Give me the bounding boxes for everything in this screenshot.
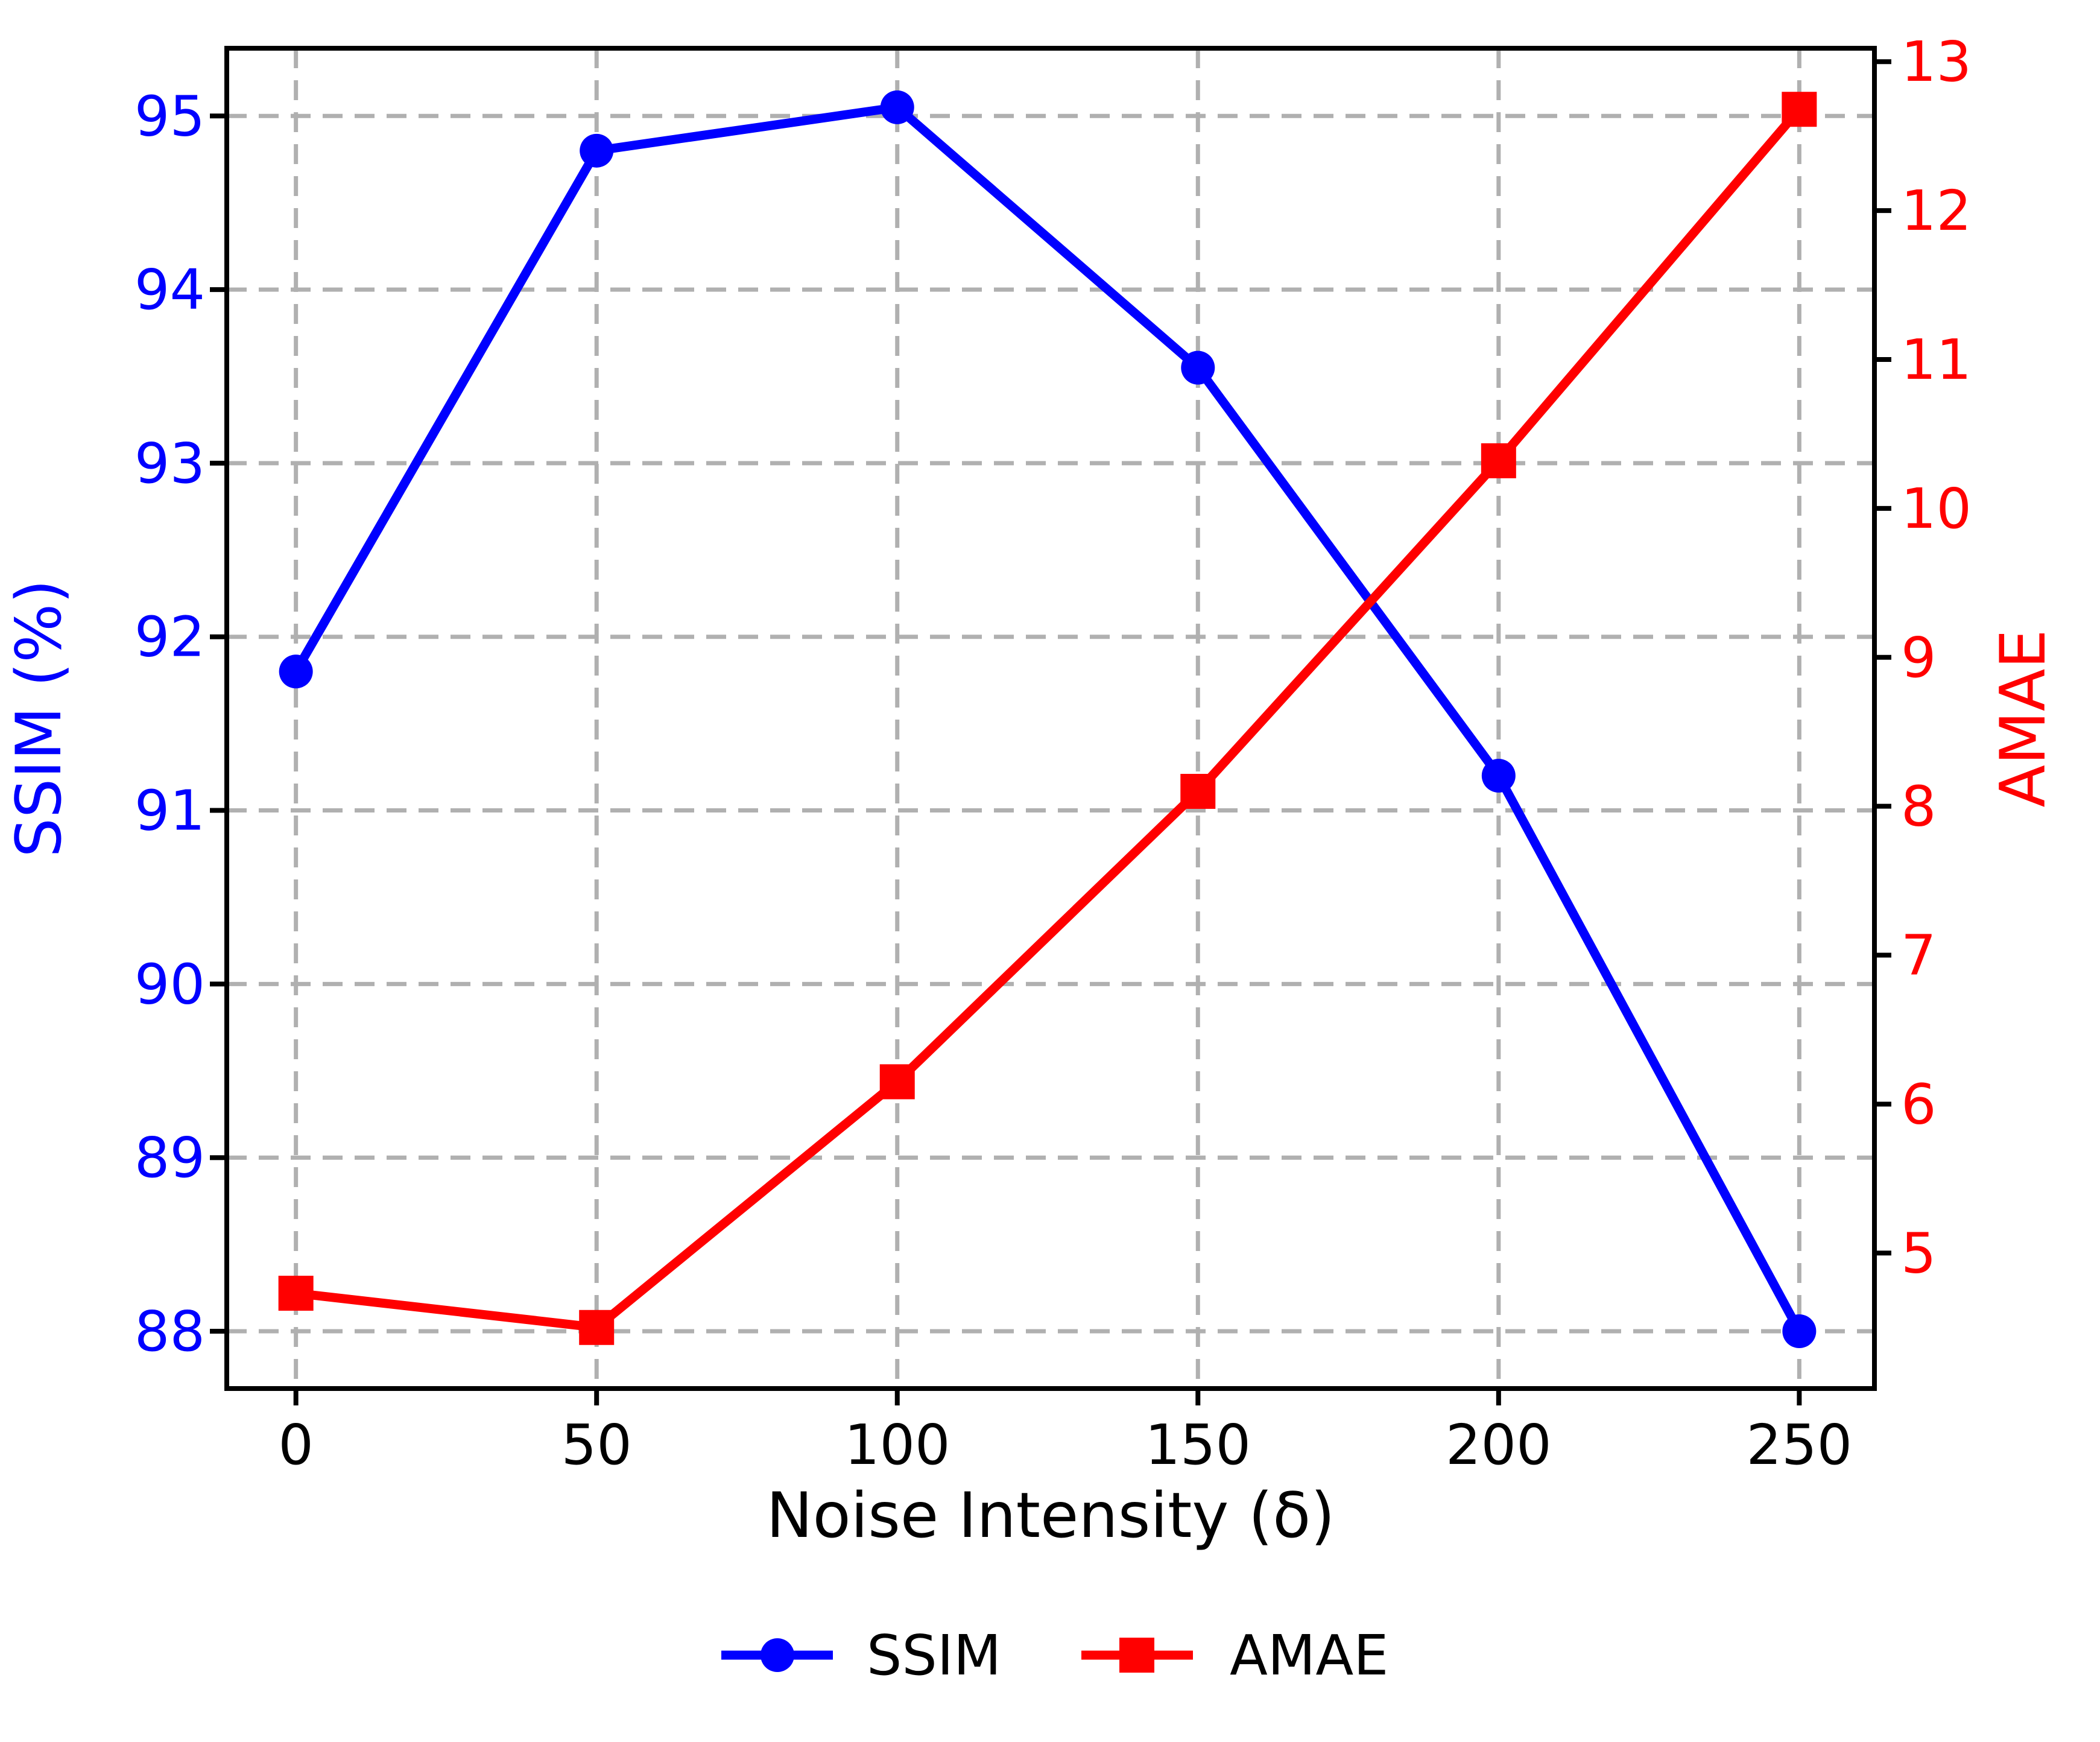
amae-data-point — [1481, 443, 1516, 478]
x-tick-label: 100 — [844, 1413, 950, 1477]
legend-amae-square-marker-icon — [1119, 1638, 1154, 1673]
y-left-tick-label: 89 — [134, 1126, 205, 1190]
x-tick-label: 50 — [561, 1413, 632, 1477]
y-axis-label-right: AMAE — [1987, 630, 2060, 808]
legend-amae-label: AMAE — [1230, 1623, 1388, 1688]
y-right-tick-label: 6 — [1901, 1072, 1937, 1136]
ssim-line — [291, 102, 1804, 1336]
ssim-data-point — [880, 90, 914, 124]
amae-data-point — [579, 1310, 615, 1345]
ssim-data-point — [279, 654, 313, 689]
y-left-tick-label: 88 — [134, 1299, 205, 1364]
y-right-tick-label: 12 — [1901, 179, 1972, 243]
y-right-tick-label: 5 — [1901, 1221, 1937, 1285]
ssim-data-point — [1481, 758, 1516, 793]
y-left-tick-label: 91 — [134, 779, 205, 843]
y-right-tick-label: 11 — [1901, 328, 1972, 392]
data-series-layer — [278, 90, 1817, 1349]
x-axis-label: Noise Intensity (δ) — [767, 1480, 1335, 1552]
x-tick-label: 250 — [1747, 1413, 1853, 1477]
gridlines — [227, 48, 1874, 1389]
y-left-tick-label: 93 — [134, 431, 205, 496]
legend-ssim-circle-marker-icon — [761, 1638, 794, 1672]
ssim-data-point — [1782, 1314, 1817, 1349]
x-tick-label: 150 — [1145, 1413, 1251, 1477]
amae-data-point — [879, 1064, 915, 1100]
y-left-tick-label: 94 — [134, 258, 205, 322]
legend-item-ssim: SSIM — [721, 1623, 1001, 1688]
y-right-tick-label: 8 — [1901, 774, 1937, 839]
y-axis-label-left: SSIM (%) — [3, 580, 75, 858]
y-right-tick-label: 9 — [1901, 626, 1937, 690]
amae-data-point — [1180, 773, 1216, 809]
y-left-tick-label: 95 — [134, 84, 205, 148]
plot-frame — [224, 46, 1877, 1391]
amae-data-point — [278, 1275, 314, 1311]
y-right-tick-label: 13 — [1901, 30, 1972, 94]
ssim-data-point — [1181, 350, 1215, 385]
axes-frame — [224, 46, 1877, 1391]
ssim-data-point — [580, 133, 614, 168]
amae-line — [291, 104, 1804, 1332]
y-right-tick-label: 7 — [1901, 923, 1937, 988]
y-right-tick-label: 10 — [1901, 477, 1972, 541]
x-tick-label: 0 — [278, 1413, 314, 1477]
tick-marks — [210, 59, 1891, 1405]
amae-data-point — [1782, 92, 1817, 127]
legend: SSIM AMAE — [721, 1623, 1388, 1688]
y-left-tick-label: 90 — [134, 952, 205, 1016]
tick-labels: 0 50 100 150 200 2508889909192939495567891011… — [134, 30, 1972, 1477]
y-left-tick-label: 92 — [134, 605, 205, 670]
legend-ssim-label: SSIM — [867, 1623, 1001, 1688]
x-tick-label: 200 — [1446, 1413, 1552, 1477]
legend-item-amae: AMAE — [1081, 1623, 1388, 1688]
